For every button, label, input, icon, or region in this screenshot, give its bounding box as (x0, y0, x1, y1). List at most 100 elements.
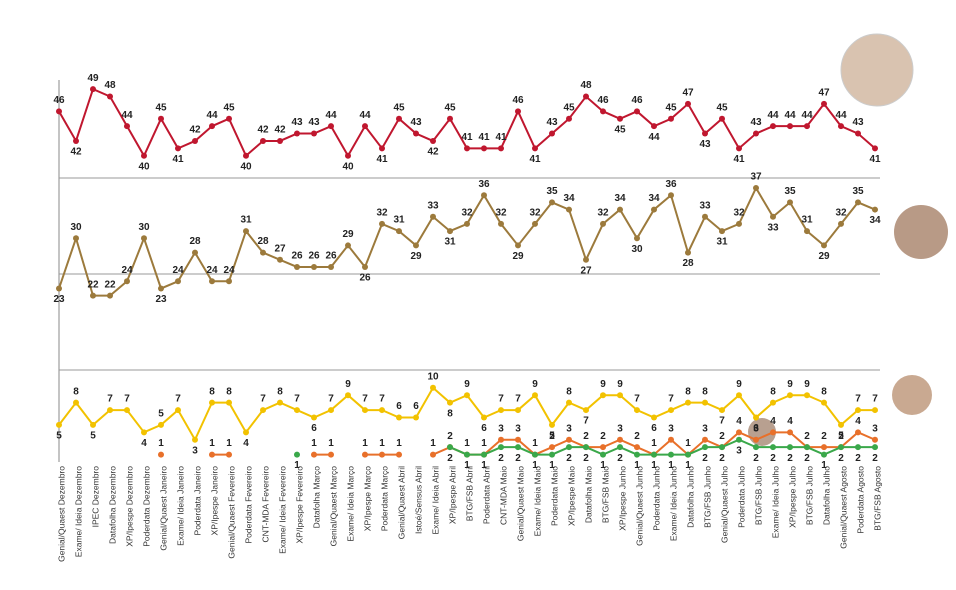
data-point (617, 206, 623, 213)
data-label: 3 (872, 423, 878, 434)
data-point (362, 263, 368, 270)
data-point (447, 444, 453, 451)
data-point (753, 185, 759, 192)
x-tick-label: XP/Ipespe Abril (447, 466, 457, 524)
data-point (124, 278, 130, 285)
data-point (685, 100, 691, 107)
data-label: 2 (600, 431, 606, 442)
data-label: 30 (631, 244, 643, 255)
data-label: 5 (549, 431, 555, 442)
x-tick-label: Genial/Quaest Dezembro (56, 466, 66, 562)
data-point (549, 199, 555, 206)
data-point (685, 399, 691, 406)
data-label: 7 (855, 394, 861, 405)
data-label: 4 (736, 416, 742, 427)
data-point (56, 285, 62, 292)
data-label: 6 (413, 401, 419, 412)
data-point (311, 130, 317, 137)
data-point (362, 451, 368, 458)
data-label: 1 (600, 460, 606, 471)
series-line (212, 431, 876, 456)
x-tick-label: XP/Ipespe Dezembro (124, 466, 134, 547)
data-label: 7 (124, 394, 130, 405)
data-label: 7 (362, 394, 368, 405)
data-point (702, 213, 708, 220)
data-point (379, 145, 385, 152)
data-point (515, 242, 521, 249)
data-label: 46 (631, 95, 643, 106)
data-point (430, 213, 436, 220)
data-point (634, 235, 640, 242)
data-label: 6 (311, 423, 317, 434)
data-point (651, 451, 657, 458)
x-tick-label: Poderdata Julho (736, 466, 746, 528)
data-label: 41 (376, 154, 388, 165)
data-label: 45 (223, 102, 235, 113)
x-tick-label: Poderdata Maio (549, 466, 559, 526)
data-point (260, 249, 266, 256)
data-point (753, 436, 759, 443)
x-tick-label: Datafolha Junho (685, 466, 695, 528)
x-tick-label: Exame/ Ideia Dezembro (73, 466, 83, 557)
data-point (821, 451, 827, 458)
data-label: 2 (770, 453, 776, 464)
data-point (464, 392, 470, 399)
data-point (566, 115, 572, 122)
data-point (804, 228, 810, 235)
data-point (549, 421, 555, 428)
x-tick-label: Exame/ Ideia Janeiro (175, 466, 185, 546)
x-tick-label: Genial/Quaest Abril (396, 466, 406, 539)
data-point (787, 123, 793, 130)
data-point (617, 115, 623, 122)
x-tick-label: XP/Ipespe Julho (787, 466, 797, 528)
data-label: 44 (801, 110, 813, 121)
data-point (719, 444, 725, 451)
data-point (124, 407, 130, 414)
data-point (702, 444, 708, 451)
data-label: 7 (107, 394, 113, 405)
data-label: 41 (461, 132, 473, 143)
data-point (464, 145, 470, 152)
x-tick-label: Poderdata Janeiro (192, 466, 202, 536)
data-label: 1 (396, 438, 402, 449)
data-label: 4 (770, 416, 776, 427)
data-label: 41 (478, 132, 490, 143)
data-label: 23 (155, 294, 167, 305)
data-label: 4 (855, 416, 861, 427)
data-label: 1 (464, 438, 470, 449)
data-label: 1 (532, 438, 538, 449)
data-point (141, 235, 147, 242)
data-label: 48 (104, 80, 116, 91)
data-label: 41 (869, 154, 881, 165)
x-tick-label: Exame/ Ideia Março (345, 466, 355, 542)
data-label: 5 (838, 431, 844, 442)
data-label: 8 (277, 386, 283, 397)
data-point (668, 115, 674, 122)
data-label: 2 (583, 431, 589, 442)
data-point (192, 249, 198, 256)
data-point (345, 392, 351, 399)
data-point (481, 192, 487, 199)
x-tick-label: Datafolha Dezembro (107, 466, 117, 544)
data-point (498, 145, 504, 152)
data-point (56, 108, 62, 115)
data-label: 8 (73, 386, 79, 397)
data-label: 2 (821, 431, 827, 442)
data-point (651, 123, 657, 130)
data-label: 2 (583, 453, 589, 464)
data-point (872, 407, 878, 414)
data-point (362, 123, 368, 130)
data-point (770, 399, 776, 406)
data-label: 44 (835, 110, 847, 121)
data-point (532, 451, 538, 458)
data-point (158, 451, 164, 458)
data-label: 31 (716, 237, 728, 248)
data-label: 7 (634, 394, 640, 405)
data-label: 29 (410, 251, 422, 262)
data-label: 32 (835, 208, 847, 219)
data-point (549, 444, 555, 451)
candidate-photo (892, 375, 932, 415)
data-label: 9 (736, 379, 742, 390)
data-label: 31 (240, 215, 252, 226)
data-point (770, 444, 776, 451)
